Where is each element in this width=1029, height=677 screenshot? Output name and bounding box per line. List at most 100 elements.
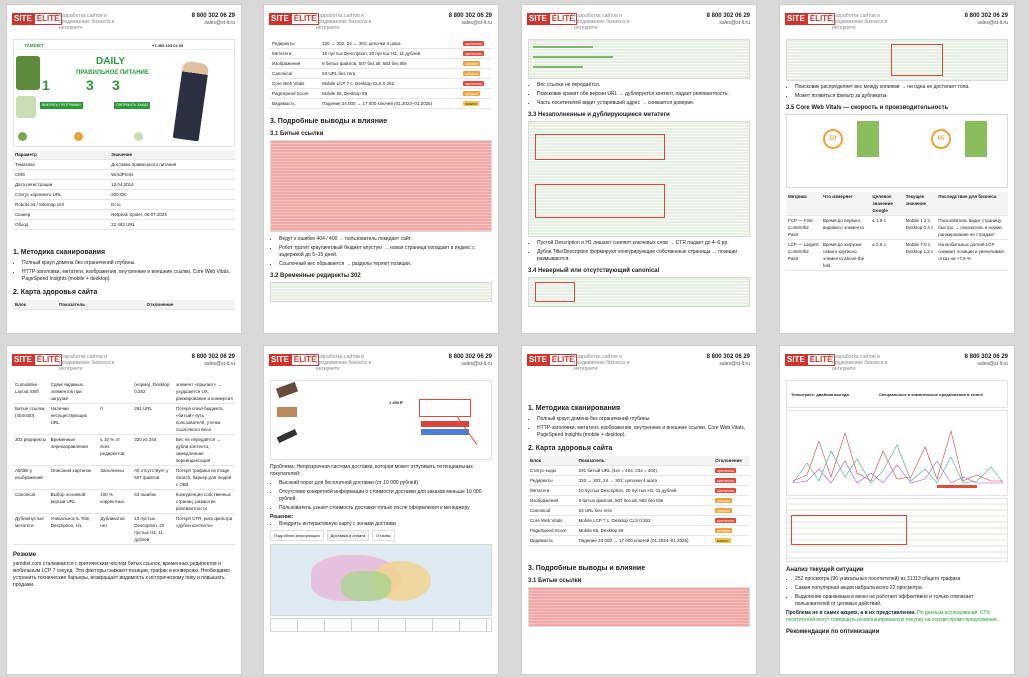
table-row: Canonical Выбор основной версии URL 100 % … bbox=[13, 489, 235, 514]
email: sales@st-lt.ru bbox=[461, 20, 492, 26]
bullet-list: Высокий порог для бесплатной доставки (о… bbox=[270, 480, 492, 512]
table-row: Изображения 8 битых файлов, 507 без alt, … bbox=[270, 58, 492, 69]
email: sales@st-lt.ru bbox=[719, 361, 750, 367]
bullet-list: Пустой Description и H1 лишают сниппет к… bbox=[528, 240, 750, 263]
tagline: Разработка сайтов и продвижение бизнеса … bbox=[59, 13, 115, 31]
food-icon bbox=[18, 132, 27, 141]
subsection-heading: 3.1 Битые ссылки bbox=[528, 578, 582, 584]
table-row: Дубли/пустые метатеги Уникальность Title,… bbox=[13, 513, 235, 545]
canonical-screenshot bbox=[786, 39, 1008, 81]
section-heading: 1. Методика сканирования bbox=[13, 249, 106, 256]
banner-step: 3 bbox=[112, 77, 120, 93]
email: sales@st-lt.ru bbox=[461, 361, 492, 367]
table-row: Видимость Падение 24 000 → 17 000 ключей … bbox=[270, 98, 492, 109]
section-heading: Резюме bbox=[13, 552, 36, 558]
metatags-screenshot bbox=[528, 121, 750, 237]
logo: SITE ÉLITÉ bbox=[12, 13, 63, 25]
phone: 8 800 302 06 29 bbox=[706, 354, 750, 360]
tagline: Разработка сайтов и продвижение бизнеса … bbox=[316, 13, 372, 31]
severity-badge: средне bbox=[715, 508, 733, 513]
redirects-screenshot bbox=[528, 39, 750, 79]
product-thumb bbox=[276, 429, 298, 443]
banner-green-label: ВЫБРАТЬ ПРОГРАММУ bbox=[40, 102, 84, 109]
promo-title: Специальные и комплексные предложения в … bbox=[879, 392, 984, 397]
tagline: Разработка сайтов и продвижение бизнеса … bbox=[574, 354, 630, 372]
tagline: Разработка сайтов и продвижение бизнеса … bbox=[59, 354, 115, 372]
tab-delivery[interactable]: Доставка и оплата bbox=[326, 530, 370, 541]
severity-badge: средне bbox=[463, 61, 481, 66]
table-row: Битые ссылки (404/400) Наличие несуществу… bbox=[13, 403, 235, 435]
table-row: Метатеги 10 пустых Description, 20 пустых… bbox=[270, 48, 492, 59]
site-banner-screenshot: YAMDIET +7 495 103 02 00 DAILY ПРАВИЛЬНО… bbox=[13, 39, 235, 147]
table-row: Сканер Netpeak Spider, 06.07.2025 bbox=[13, 209, 235, 220]
pagespeed-screenshot: 59 65 bbox=[786, 114, 1008, 188]
page-3: SITE ÉLITÉ Разработка сайтов и продвижени… bbox=[521, 4, 757, 334]
subsection-heading: 3.1 Битые ссылки bbox=[270, 131, 324, 137]
section-heading: 1. Методика сканирования bbox=[528, 405, 621, 412]
bullet-list: 252 просмотра (96 уникальных посетителей… bbox=[786, 576, 1008, 608]
food-box bbox=[16, 96, 36, 118]
table-row: PageSpeed Score Mobile 65, Desktop 59 сред… bbox=[528, 525, 750, 536]
promo-title: Теплотрасс: двойная выгода bbox=[791, 392, 849, 397]
promo-screenshot: Теплотрасс: двойная выгода Специальные и… bbox=[786, 380, 1008, 408]
bullet-list: Поисковик распределяет вес между копиями… bbox=[786, 84, 1008, 100]
email: sales@st-lt.ru bbox=[977, 361, 1008, 367]
email: sales@st-lt.ru bbox=[977, 20, 1008, 26]
series-bar bbox=[937, 485, 977, 488]
section-heading: 2. Карта здоровья сайта bbox=[528, 445, 613, 452]
page-header: SITE ÉLITÉ Разработка сайтов и продвижени… bbox=[264, 346, 498, 374]
site-params-table: Параметр Значение Тематика Доставка правил… bbox=[13, 150, 235, 230]
page-thumb bbox=[857, 121, 879, 157]
product-screenshot: 1 450 ₽ bbox=[270, 380, 492, 460]
checkout-button bbox=[421, 429, 469, 435]
severity-badge: критично bbox=[715, 518, 736, 523]
table-row: Тематика Доставка правильного питания bbox=[13, 159, 235, 170]
table-row: Обход 22 463 URL bbox=[13, 219, 235, 230]
table-row: Редиректы 320 → 302, 24 → 301; цепочки 4 … bbox=[270, 39, 492, 49]
page-header: SITE ÉLITÉ Разработка сайтов и продвижени… bbox=[522, 346, 756, 374]
pages-list-screenshot bbox=[786, 498, 1008, 562]
tab-details[interactable]: Подробная информация bbox=[270, 530, 324, 541]
table-row: Метатеги 10 пустых Description, 20 пустых… bbox=[528, 485, 750, 496]
table-row: Изображения 8 битых файлов, 507 без alt, … bbox=[528, 495, 750, 506]
page-2: SITE ÉLITÉ Разработка сайтов и продвижени… bbox=[263, 4, 499, 334]
table-row: Canonical 63 URL без тега средне bbox=[270, 68, 492, 79]
phone: 8 800 302 06 29 bbox=[191, 354, 235, 360]
map-zone bbox=[341, 571, 391, 601]
series-line bbox=[792, 460, 1003, 484]
banner-subtitle: ПРАВИЛЬНОЕ ПИТАНИЕ bbox=[76, 70, 149, 76]
cwv-table: Метрика Что измеряет Целевое значение Goog… bbox=[786, 192, 1008, 271]
page-header: SITE ÉLITÉ Разработка сайтов и продвижени… bbox=[522, 5, 756, 33]
person-figure bbox=[172, 60, 210, 142]
solution-label: Решение: bbox=[270, 514, 294, 520]
table-row: 302 редиректы Временные перенаправления ≤ … bbox=[13, 434, 235, 466]
food-icon bbox=[134, 132, 143, 141]
email: sales@st-lt.ru bbox=[719, 20, 750, 26]
redirects-screenshot bbox=[270, 282, 492, 302]
severity-badge: средне bbox=[463, 71, 481, 76]
banner-step: 3 bbox=[86, 77, 94, 93]
bullet-list: Полный краул домена без ограничений глуб… bbox=[528, 416, 750, 439]
tab-reviews[interactable]: Отзывы bbox=[372, 530, 395, 541]
brand-label: YAMDIET bbox=[24, 43, 44, 48]
bullet-list: Ведут к ошибке 404 / 400 → пользователь … bbox=[270, 236, 492, 268]
problem-text: Проблема: Непрозрачная система доставки,… bbox=[270, 464, 473, 477]
phone: 8 800 302 06 29 bbox=[448, 354, 492, 360]
logo: SITE ÉLITÉ bbox=[785, 354, 836, 366]
broken-links-screenshot bbox=[528, 587, 750, 627]
delivery-map bbox=[270, 544, 492, 616]
section-heading: Анализ текущей ситуации bbox=[786, 567, 864, 573]
section-heading: 3. Подробные выводы и влияние bbox=[270, 118, 388, 125]
phone: 8 800 302 06 29 bbox=[964, 13, 1008, 19]
broken-links-screenshot bbox=[270, 140, 492, 232]
tagline: Разработка сайтов и продвижение бизнеса … bbox=[832, 354, 888, 372]
table-row: Core Web Vitals Mobile LCP 7 с, Desktop C… bbox=[528, 515, 750, 526]
series-line bbox=[792, 444, 1004, 484]
page-7: SITE ÉLITÉ Разработка сайтов и продвижени… bbox=[521, 345, 757, 675]
logo: SITE ÉLITÉ bbox=[527, 13, 578, 25]
series-line bbox=[792, 429, 1003, 482]
food-box bbox=[16, 56, 40, 90]
score-circle: 65 bbox=[931, 129, 951, 149]
page-6: SITE ÉLITÉ Разработка сайтов и продвижени… bbox=[263, 345, 499, 675]
table-row: FCP — First Contentful Paint Время до пер… bbox=[786, 215, 1008, 240]
